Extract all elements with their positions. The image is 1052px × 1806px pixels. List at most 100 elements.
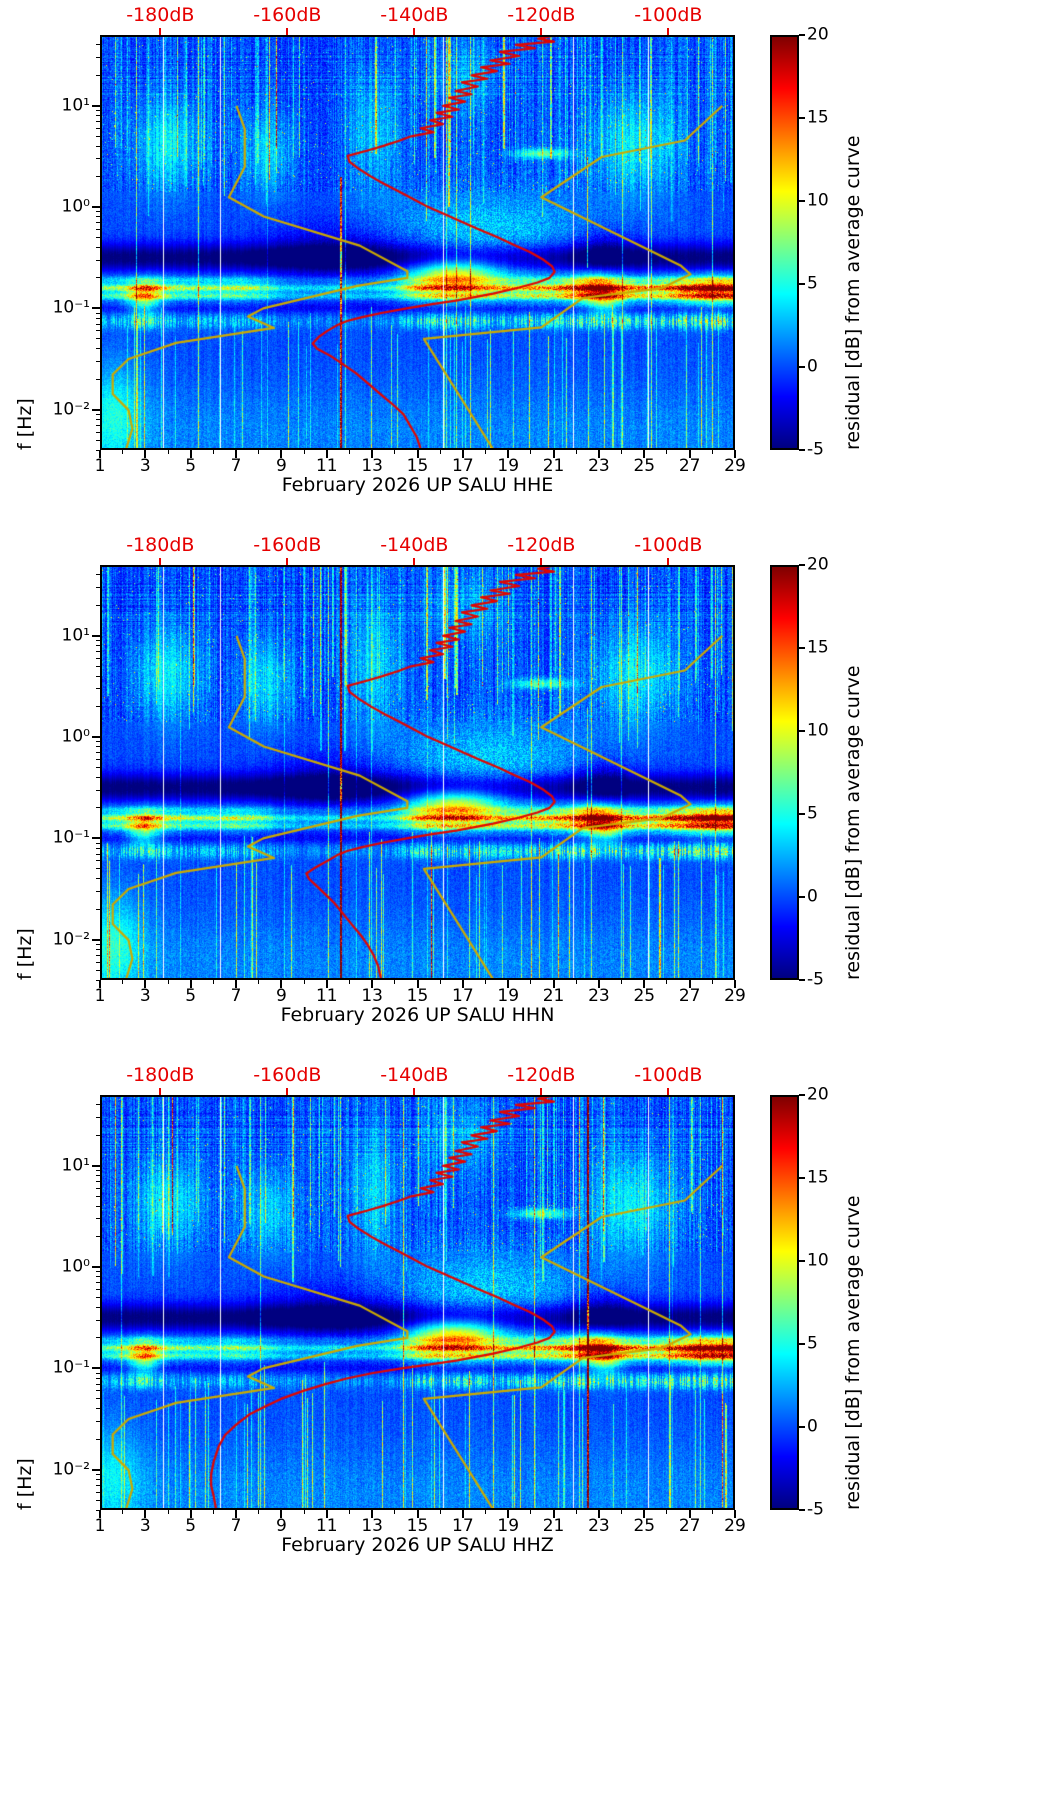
axis-tick — [189, 450, 192, 458]
axis-tick — [507, 1510, 510, 1518]
db-axis-tick-label: -180dB — [126, 1064, 195, 1086]
axis-tick — [348, 450, 350, 454]
axis-tick — [159, 558, 162, 565]
axis-tick — [92, 1367, 100, 1370]
axis-tick — [159, 28, 162, 35]
colorbar-tick-label: 0 — [807, 886, 818, 907]
axis-tick — [280, 450, 283, 458]
axis-tick — [439, 980, 441, 984]
db-axis-tick-label: -160dB — [253, 534, 322, 556]
x-tick-label: 19 — [497, 456, 520, 476]
axis-tick — [666, 980, 668, 984]
x-tick-label: 23 — [588, 456, 610, 476]
y-axis-label: f [Hz] — [14, 1458, 36, 1510]
colorbar-tick-label: -5 — [807, 969, 824, 990]
axis-tick — [122, 980, 124, 984]
axis-tick — [485, 1510, 487, 1514]
axis-tick — [99, 450, 101, 458]
axis-tick — [530, 450, 532, 454]
x-tick-label: 1 — [94, 456, 106, 476]
axis-tick — [394, 980, 396, 984]
axis-tick — [235, 450, 238, 458]
x-tick-label: 25 — [633, 986, 656, 1006]
axis-tick — [552, 1510, 555, 1518]
axis-tick — [348, 980, 350, 984]
spectrogram-heatmap-hhz — [100, 1095, 735, 1510]
x-tick-label: 17 — [452, 456, 474, 476]
x-tick-label: 3 — [139, 1516, 151, 1536]
x-tick-label: 25 — [633, 456, 656, 476]
axis-tick — [122, 1510, 124, 1514]
axis-tick — [799, 1343, 805, 1345]
x-tick-label: 9 — [276, 456, 287, 476]
colorbar-tick-label: 15 — [807, 637, 829, 658]
axis-tick — [286, 28, 289, 35]
axis-tick — [734, 1510, 736, 1518]
axis-tick — [92, 408, 100, 411]
axis-tick — [92, 634, 100, 637]
colorbar-tick-label: 15 — [807, 107, 829, 128]
axis-tick — [530, 1510, 532, 1514]
axis-tick — [461, 450, 464, 458]
axis-tick — [92, 206, 100, 209]
db-axis-tick-label: -180dB — [126, 534, 195, 556]
axis-tick — [711, 1510, 713, 1514]
x-tick-label: 19 — [497, 986, 520, 1006]
x-tick-label: 21 — [542, 456, 565, 476]
axis-tick — [666, 450, 668, 454]
axis-tick — [667, 558, 670, 565]
axis-tick — [507, 980, 510, 988]
axis-tick — [667, 1088, 670, 1095]
axis-tick — [167, 980, 169, 984]
axis-tick — [799, 1260, 805, 1262]
colorbar — [770, 565, 799, 980]
db-axis-tick-label: -140dB — [380, 1064, 449, 1086]
axis-tick — [643, 450, 646, 458]
axis-tick — [394, 1510, 396, 1514]
axis-tick — [92, 938, 100, 941]
x-axis-title: February 2026 UP SALU HHZ — [281, 1534, 554, 1556]
x-tick-label: 13 — [361, 1516, 383, 1536]
x-tick-label: 23 — [588, 1516, 610, 1536]
axis-tick — [439, 450, 441, 454]
colorbar-tick-label: 20 — [807, 554, 829, 575]
x-tick-label: 7 — [230, 1516, 242, 1536]
x-tick-label: 21 — [542, 1516, 565, 1536]
x-tick-label: 27 — [678, 986, 701, 1006]
colorbar-label: residual [dB] from average curve — [842, 1195, 864, 1510]
axis-tick — [325, 450, 328, 458]
axis-tick — [348, 1510, 350, 1514]
axis-tick — [799, 1177, 805, 1179]
x-tick-label: 15 — [406, 456, 429, 476]
colorbar-tick-label: 10 — [807, 190, 829, 211]
db-axis-tick-label: -120dB — [507, 1064, 576, 1086]
axis-tick — [621, 980, 623, 984]
axis-tick — [122, 450, 124, 454]
axis-tick — [461, 980, 464, 988]
x-tick-label: 5 — [185, 1516, 197, 1536]
axis-tick — [621, 1510, 623, 1514]
axis-tick — [597, 980, 600, 988]
x-tick-label: 17 — [452, 1516, 474, 1536]
x-tick-label: 17 — [452, 986, 474, 1006]
axis-tick — [461, 1510, 464, 1518]
spectrogram-panel-hhz: f [Hz] February 2026 UP SALU HHZ residua… — [0, 1060, 1052, 1590]
db-axis-tick-label: -140dB — [380, 4, 449, 26]
y-axis-label: f [Hz] — [14, 398, 36, 450]
axis-tick — [371, 980, 374, 988]
x-tick-label: 3 — [139, 986, 151, 1006]
axis-tick — [371, 450, 374, 458]
spectrogram-panel-hhn: f [Hz] February 2026 UP SALU HHN residua… — [0, 530, 1052, 1060]
axis-tick — [258, 1510, 260, 1514]
x-tick-label: 15 — [406, 986, 429, 1006]
axis-tick — [799, 813, 805, 815]
axis-tick — [416, 1510, 419, 1518]
axis-tick — [485, 980, 487, 984]
colorbar-tick-label: 10 — [807, 720, 829, 741]
axis-tick — [303, 980, 305, 984]
db-axis-tick-label: -160dB — [253, 4, 322, 26]
x-tick-label: 1 — [94, 1516, 106, 1536]
db-axis-tick-label: -180dB — [126, 4, 195, 26]
db-axis-tick-label: -100dB — [634, 534, 703, 556]
